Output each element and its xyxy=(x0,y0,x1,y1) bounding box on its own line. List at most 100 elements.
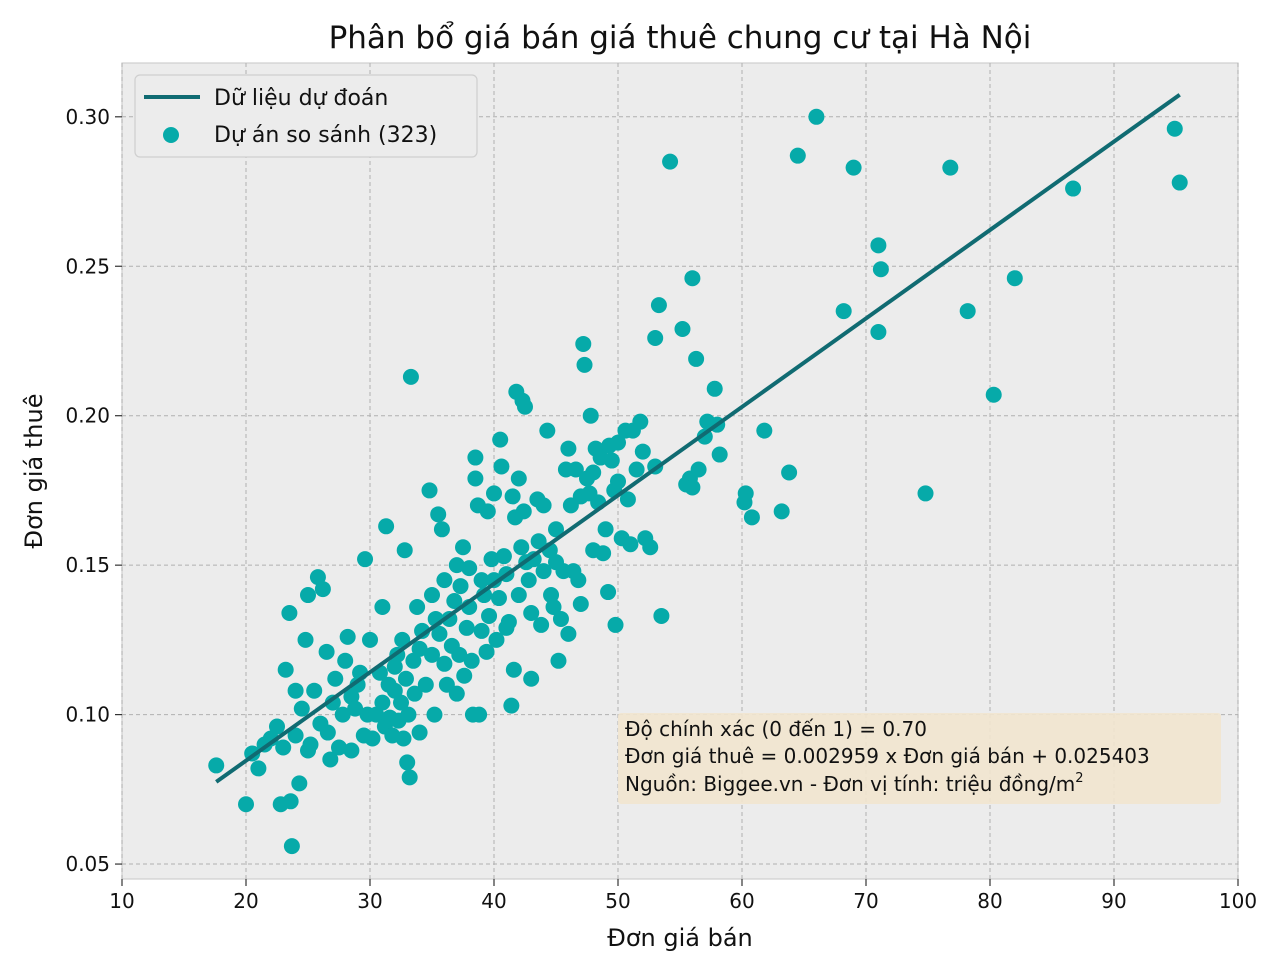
scatter-point xyxy=(488,631,505,648)
scatter-point xyxy=(688,350,705,367)
scatter-point xyxy=(411,724,428,741)
scatter-point xyxy=(436,655,453,672)
scatter-point xyxy=(417,676,434,693)
scatter-point xyxy=(275,739,292,756)
scatter-point xyxy=(706,380,723,397)
scatter-point xyxy=(789,147,806,164)
scatter-point xyxy=(756,422,773,439)
scatter-point xyxy=(486,485,502,502)
scatter-point xyxy=(510,470,527,487)
scatter-point xyxy=(634,443,651,460)
scatter-point xyxy=(503,697,520,714)
scatter-point xyxy=(446,593,463,610)
scatter-point xyxy=(393,694,409,711)
scatter-point xyxy=(533,616,550,633)
scatter-point xyxy=(394,631,411,648)
x-tick-label: 10 xyxy=(109,889,134,913)
y-axis-ticks: 0.05 0.10 0.15 0.20 0.25 0.30 xyxy=(65,105,122,876)
scatter-point xyxy=(463,652,480,669)
scatter-point xyxy=(942,159,959,176)
scatter-point xyxy=(505,661,522,678)
scatter-point xyxy=(436,572,453,589)
scatter-point xyxy=(653,607,670,624)
scatter-point xyxy=(471,706,488,723)
chart-title: Phân bổ giá bán giá thuê chung cư tại Hà… xyxy=(329,20,1032,56)
scatter-point xyxy=(576,356,593,373)
annotation-box: Độ chính xác (0 đến 1) = 0.70 Đơn giá th… xyxy=(618,713,1221,804)
scatter-point xyxy=(277,661,294,678)
scatter-point xyxy=(560,625,577,642)
scatter-point xyxy=(302,736,319,753)
scatter-point xyxy=(985,386,1002,403)
x-tick-label: 100 xyxy=(1219,889,1257,913)
scatter-point xyxy=(743,509,760,526)
scatter-point xyxy=(570,572,587,589)
scatter-point xyxy=(406,685,423,702)
y-tick-label: 0.15 xyxy=(65,553,110,577)
scatter-point xyxy=(476,587,493,604)
scatter-point xyxy=(870,237,887,254)
scatter-point xyxy=(433,521,450,538)
scatter-point xyxy=(1065,180,1082,197)
x-tick-label: 70 xyxy=(853,889,878,913)
x-tick-label: 30 xyxy=(357,889,382,913)
y-tick-label: 0.05 xyxy=(65,852,110,876)
scatter-point xyxy=(467,449,484,466)
scatter-point xyxy=(567,461,584,478)
scatter-point xyxy=(500,613,517,630)
scatter-point xyxy=(737,485,754,502)
scatter-point xyxy=(600,584,617,601)
scatter-point xyxy=(572,596,589,613)
scatter-point xyxy=(493,458,510,475)
scatter-point xyxy=(523,604,540,621)
scatter-point xyxy=(451,646,468,663)
scatter-point xyxy=(495,548,512,565)
legend-point-swatch xyxy=(163,127,179,143)
scatter-point xyxy=(560,440,577,457)
scatter-point xyxy=(395,730,412,747)
scatter-point xyxy=(690,461,707,478)
scatter-point xyxy=(1171,174,1188,191)
x-tick-label: 40 xyxy=(481,889,506,913)
scatter-point xyxy=(548,521,564,538)
scatter-point xyxy=(396,542,413,559)
scatter-point xyxy=(539,422,556,439)
scatter-point xyxy=(318,643,335,660)
x-tick-label: 80 xyxy=(977,889,1002,913)
scatter-point xyxy=(399,754,416,771)
scatter-point xyxy=(431,625,448,642)
scatter-point xyxy=(597,521,614,538)
scatter-point xyxy=(530,533,547,550)
annotation-source-superscript: 2 xyxy=(1075,771,1083,786)
scatter-point xyxy=(306,682,323,699)
scatter-point xyxy=(610,473,626,490)
scatter-point xyxy=(917,485,934,502)
scatter-point xyxy=(414,622,431,639)
scatter-point xyxy=(513,539,530,556)
scatter-point xyxy=(324,694,341,711)
x-axis-ticks: 10 20 30 40 50 60 70 80 90 100 xyxy=(109,879,1257,913)
scatter-point xyxy=(650,297,667,314)
scatter-point xyxy=(378,518,395,535)
x-tick-label: 60 xyxy=(729,889,754,913)
scatter-point xyxy=(642,539,659,556)
scatter-point xyxy=(374,694,391,711)
scatter-point xyxy=(456,667,473,684)
scatter-point xyxy=(314,581,331,598)
scatter-point xyxy=(327,670,344,687)
scatter-point xyxy=(552,610,569,627)
annotation-background xyxy=(618,713,1221,804)
scatter-point xyxy=(300,587,316,604)
scatter-point xyxy=(595,545,612,562)
scatter-point xyxy=(322,751,339,768)
scatter-point xyxy=(409,599,426,615)
scatter-point xyxy=(773,503,790,520)
scatter-point xyxy=(331,739,347,756)
scatter-point xyxy=(711,446,728,463)
scatter-point xyxy=(835,303,852,320)
scatter-point xyxy=(575,335,592,352)
scatter-point xyxy=(238,796,254,813)
scatter-point xyxy=(473,572,490,589)
scatter-point xyxy=(610,434,626,451)
scatter-point xyxy=(208,757,225,774)
